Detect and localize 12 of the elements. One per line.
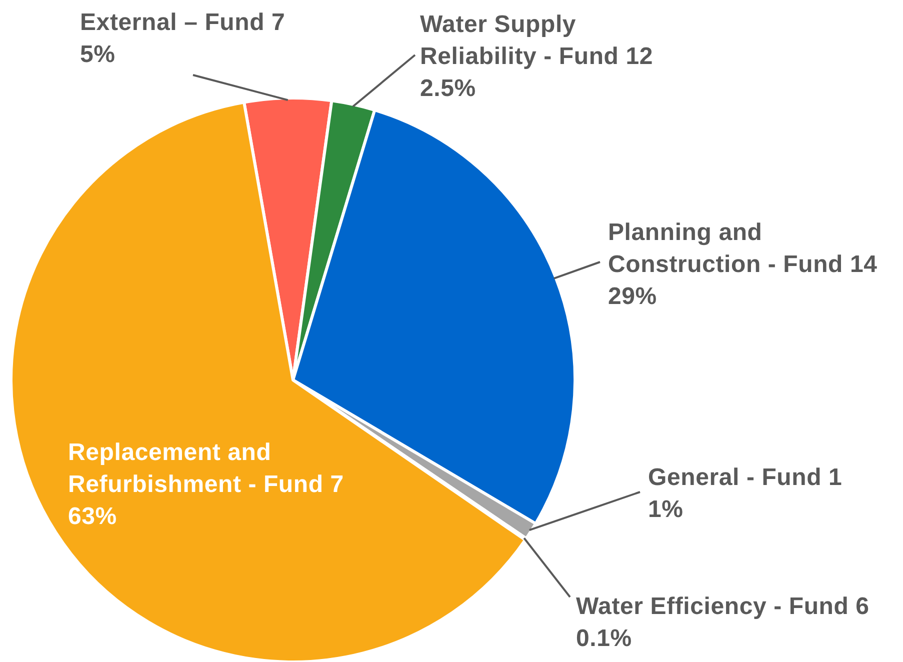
data-label: 5% (80, 41, 116, 68)
data-label: 29% (608, 283, 657, 310)
data-label: 1% (648, 496, 684, 523)
slice-label: External – Fund 7 (80, 9, 286, 36)
data-label: 0.1% (576, 625, 632, 652)
slice-label: General - Fund 1 (648, 464, 842, 491)
slice-label: Replacement and Refurbishment - Fund 7 (68, 439, 344, 498)
slice-label: Water Supply Reliability - Fund 12 (420, 11, 653, 70)
slice-label: Water Efficiency - Fund 6 (576, 593, 870, 620)
data-label: 63% (68, 503, 117, 530)
slice-label: Planning and Construction - Fund 14 (608, 219, 878, 278)
data-label: 2.5% (420, 75, 476, 102)
